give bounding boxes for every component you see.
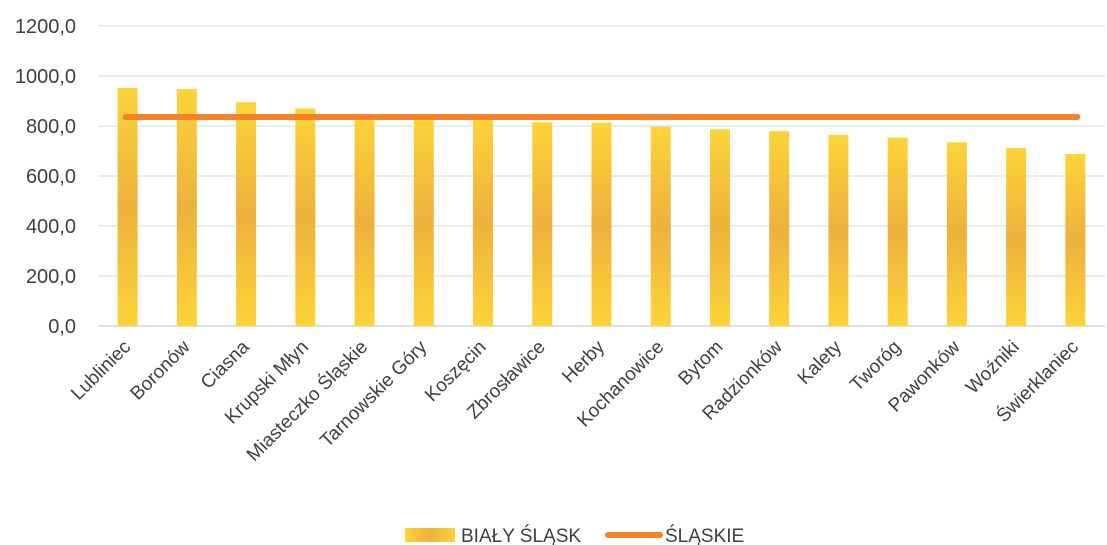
y-tick-label: 1200,0 [15, 16, 76, 38]
bar [887, 137, 908, 326]
bar [828, 135, 849, 326]
bar [176, 89, 197, 326]
bar [709, 129, 730, 326]
x-tick-label: Herby [558, 336, 609, 387]
bar [473, 116, 494, 326]
y-tick-label: 200,0 [26, 266, 76, 288]
x-tick-label: Bytom [675, 337, 728, 390]
y-tick-label: 1000,0 [15, 66, 76, 88]
y-tick-label: 800,0 [26, 116, 76, 138]
x-tick-label: Lubliniec [67, 337, 135, 405]
bar [946, 142, 967, 326]
bar [413, 116, 434, 326]
x-tick-label: Tworóg [846, 337, 905, 396]
x-tick-label: Boronów [127, 336, 195, 404]
x-tick-label: Tarnowskie Góry [316, 336, 431, 451]
bar [354, 116, 375, 326]
x-tick-label: Ciasna [197, 336, 254, 393]
bar [532, 122, 553, 326]
y-axis: 0,0 200,0 400,0 600,0 800,0 1000,0 1200,0 [15, 16, 76, 338]
bar [236, 102, 257, 326]
bar [295, 108, 316, 326]
y-tick-label: 400,0 [26, 216, 76, 238]
bar-series [117, 88, 1086, 326]
bar [769, 131, 790, 326]
legend-label-bars: BIAŁY ŚLĄSK [461, 525, 581, 545]
bar [591, 122, 612, 326]
bar [117, 88, 138, 326]
x-tick-label: Kalety [794, 336, 847, 389]
legend-item-bars: BIAŁY ŚLĄSK [405, 525, 581, 545]
bar [1065, 154, 1086, 326]
legend-item-line: ŚLĄSKIE [605, 525, 744, 545]
legend-label-line: ŚLĄSKIE [665, 525, 744, 545]
legend: BIAŁY ŚLĄSK ŚLĄSKIE [405, 525, 744, 545]
y-tick-label: 600,0 [26, 166, 76, 188]
bar [1006, 148, 1027, 326]
bar [650, 126, 671, 326]
y-tick-label: 0,0 [48, 316, 76, 338]
legend-swatch-bars [405, 528, 455, 542]
